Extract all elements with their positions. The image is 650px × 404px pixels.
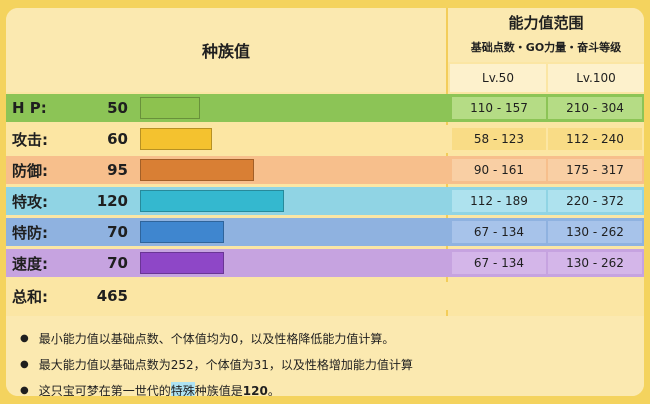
note-max: ● 最大能力值以基础点数为252，个体值为31，以及性格增加能力值计算	[20, 356, 413, 373]
stat-bar	[140, 221, 224, 243]
stat-row: 特防: 70 67 - 134 130 - 262	[6, 218, 644, 246]
lv100-header: Lv.100	[548, 64, 644, 92]
stat-bar-track	[138, 156, 444, 184]
stat-range-title: 能力值范围	[508, 14, 584, 32]
notes-section: ● 最小能力值以基础点数、个体值均为0，以及性格降低能力值计算。 ● 最大能力值…	[6, 316, 644, 396]
lv50-header: Lv.50	[450, 64, 546, 92]
note-gen1-pre: 这只宝可梦在第一世代的	[38, 384, 171, 396]
range-lv100: 210 - 304	[548, 97, 642, 119]
range-lv50: 58 - 123	[452, 128, 546, 150]
stat-row: 速度: 70 67 - 134 130 - 262	[6, 249, 644, 277]
bullet-icon: ●	[20, 333, 29, 344]
stat-range-header: 能力值范围 基础点数・GO力量・奋斗等级	[448, 8, 644, 62]
note-gen1-value: 120	[242, 383, 268, 397]
range-lv50: 67 - 134	[452, 221, 546, 243]
note-min-text: 最小能力值以基础点数、个体值均为0，以及性格降低能力值计算。	[38, 332, 395, 346]
stat-value: 70	[107, 223, 128, 241]
stat-bar	[140, 159, 254, 181]
bullet-icon: ●	[20, 359, 29, 370]
total-row: 总和: 465	[6, 282, 644, 310]
total-label: 总和:	[12, 287, 48, 306]
stat-bar-track	[138, 249, 444, 277]
range-lv50: 67 - 134	[452, 252, 546, 274]
range-lv100: 130 - 262	[548, 252, 642, 274]
note-gen1-end: 。	[267, 384, 280, 396]
stat-value: 95	[107, 161, 128, 179]
stat-value: 120	[96, 192, 128, 210]
base-stats-header: 种族值	[6, 8, 446, 92]
stat-bar	[140, 97, 200, 119]
stat-row: H P: 50 110 - 157 210 - 304	[6, 94, 644, 122]
note-min: ● 最小能力值以基础点数、个体值均为0，以及性格降低能力值计算。	[20, 330, 394, 347]
range-lv100: 130 - 262	[548, 221, 642, 243]
stat-bar	[140, 190, 284, 212]
stat-bar-track	[138, 94, 444, 122]
stat-name: 攻击:	[12, 130, 48, 149]
stat-row: 防御: 95 90 - 161 175 - 317	[6, 156, 644, 184]
stat-name: 防御:	[12, 161, 48, 180]
stat-bar-track	[138, 125, 444, 153]
bullet-icon: ●	[20, 385, 29, 396]
stat-range-subtitle: 基础点数・GO力量・奋斗等级	[470, 41, 622, 54]
range-lv50: 90 - 161	[452, 159, 546, 181]
note-max-text: 最大能力值以基础点数为252，个体值为31，以及性格增加能力值计算	[38, 358, 413, 372]
stat-row: 特攻: 120 112 - 189 220 - 372	[6, 187, 644, 215]
total-value: 465	[96, 287, 128, 305]
stat-name: 特攻:	[12, 192, 48, 211]
note-gen1: ● 这只宝可梦在第一世代的 特殊 种族值是 120。	[20, 382, 280, 396]
stat-row: 攻击: 60 58 - 123 112 - 240	[6, 125, 644, 153]
stat-name: H P:	[12, 99, 47, 117]
stat-value: 70	[107, 254, 128, 272]
stat-bar-track	[138, 187, 444, 215]
range-lv100: 112 - 240	[548, 128, 642, 150]
stat-name: 特防:	[12, 223, 48, 242]
note-gen1-post: 种族值是	[194, 384, 243, 396]
range-lv50: 110 - 157	[452, 97, 546, 119]
stat-bar-track	[138, 218, 444, 246]
range-lv100: 175 - 317	[548, 159, 642, 181]
note-gen1-highlight[interactable]: 特殊	[170, 382, 195, 396]
range-lv100: 220 - 372	[548, 190, 642, 212]
stat-value: 50	[107, 99, 128, 117]
stat-name: 速度:	[12, 254, 48, 273]
stat-bar	[140, 128, 212, 150]
stats-table: 种族值 能力值范围 基础点数・GO力量・奋斗等级 Lv.50 Lv.100 H …	[6, 8, 644, 396]
stat-bar	[140, 252, 224, 274]
range-lv50: 112 - 189	[452, 190, 546, 212]
stat-value: 60	[107, 130, 128, 148]
